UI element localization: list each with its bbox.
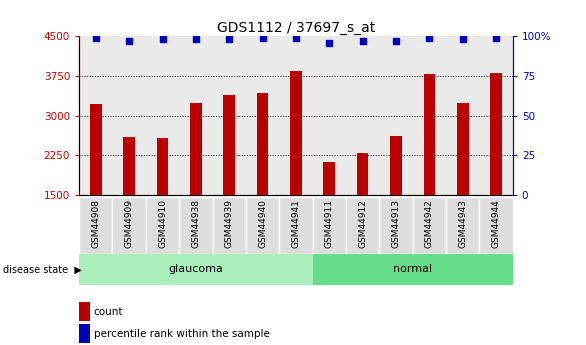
Bar [312,197,346,254]
Bar [290,71,302,195]
Text: percentile rank within the sample: percentile rank within the sample [94,329,270,339]
Point [91,35,100,41]
Bar [90,104,101,195]
Bar [246,197,280,254]
Bar [146,36,179,195]
Point [124,38,134,44]
Bar [146,197,179,254]
Bar [312,254,513,285]
Bar [79,36,113,195]
Bar [446,197,479,254]
Bar [257,93,268,195]
Bar [424,74,435,195]
Bar [123,137,135,195]
Text: GSM44909: GSM44909 [125,199,134,248]
Text: GSM44938: GSM44938 [192,199,200,248]
Text: GSM44942: GSM44942 [425,199,434,248]
Text: disease state  ▶: disease state ▶ [3,265,82,275]
Point [291,35,301,41]
Bar [413,197,446,254]
Text: GSM44911: GSM44911 [325,199,334,248]
Text: GSM44943: GSM44943 [458,199,467,248]
Bar [246,36,280,195]
Bar [113,197,146,254]
Point [158,37,167,42]
Bar [490,73,502,195]
Text: GSM44910: GSM44910 [158,199,167,248]
Bar [179,36,213,195]
Bar [446,36,479,195]
Bar [346,197,379,254]
Bar [79,254,312,285]
Bar [390,136,402,195]
Bar [346,36,379,195]
Bar [312,36,346,195]
Bar [479,197,513,254]
Text: GSM44941: GSM44941 [291,199,301,248]
Point [458,37,468,42]
Bar [379,197,413,254]
Point [391,38,401,44]
Bar [223,96,235,195]
Bar [357,153,369,195]
Point [224,37,234,42]
Bar [280,197,312,254]
Text: GSM44940: GSM44940 [258,199,267,248]
Bar [179,197,213,254]
Text: GSM44939: GSM44939 [224,199,234,248]
Bar [113,36,146,195]
Text: GSM44944: GSM44944 [492,199,500,248]
Point [492,35,501,41]
Text: glaucoma: glaucoma [168,264,223,274]
Title: GDS1112 / 37697_s_at: GDS1112 / 37697_s_at [217,21,375,35]
Point [191,37,200,42]
Bar [213,197,246,254]
Text: GSM44908: GSM44908 [91,199,100,248]
Bar [190,103,202,195]
Bar [413,36,446,195]
Point [425,35,434,41]
Bar [280,36,312,195]
Text: GSM44913: GSM44913 [391,199,400,248]
Point [325,40,334,45]
Bar [457,103,469,195]
Bar [213,36,246,195]
Bar [79,197,113,254]
Text: GSM44912: GSM44912 [358,199,367,248]
Bar [379,36,413,195]
Bar [323,161,335,195]
Bar [156,138,168,195]
Text: count: count [94,307,123,316]
Bar [479,36,513,195]
Point [258,35,267,41]
Text: normal: normal [393,264,432,274]
Point [358,38,367,44]
